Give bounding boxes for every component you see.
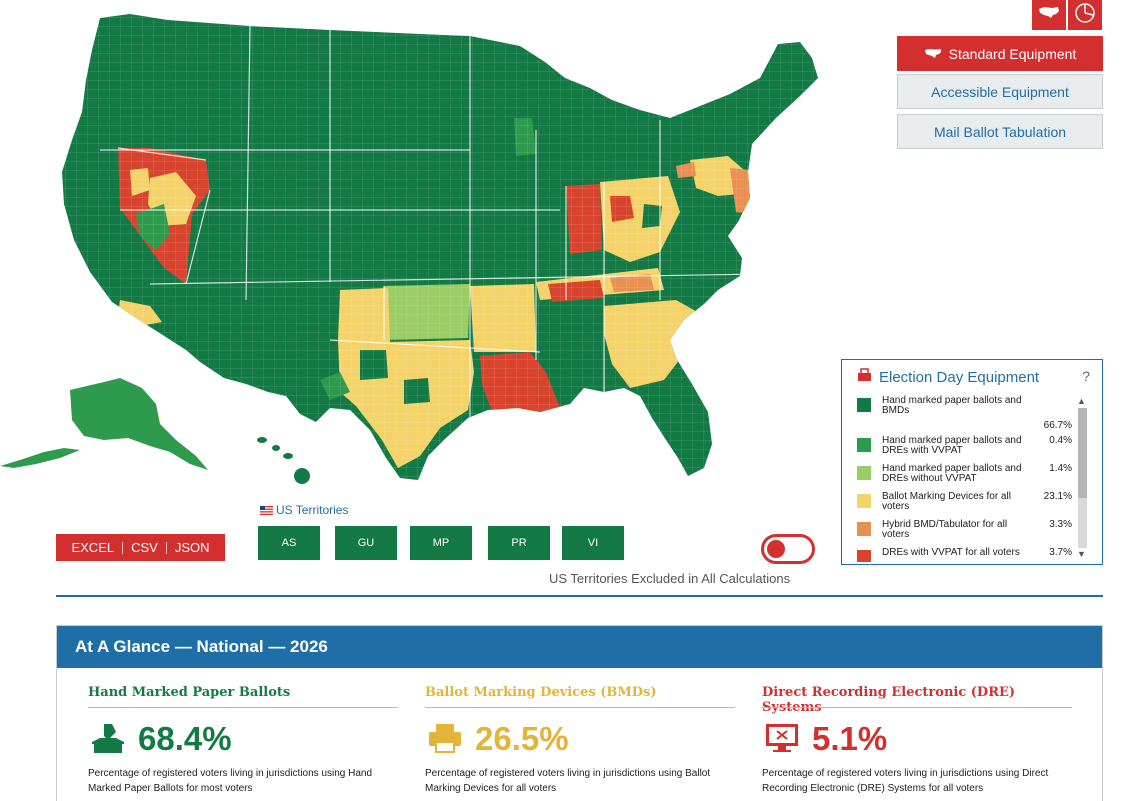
glance-description: Percentage of registered voters living i…: [762, 768, 1049, 794]
divider: [88, 707, 398, 708]
divider: [122, 541, 124, 554]
territory-button-gu[interactable]: GU: [335, 526, 397, 560]
mail-ballot-tabulation-button[interactable]: Mail Ballot Tabulation: [897, 114, 1103, 149]
legend-item: Ballot Marking Devices for all voters 23…: [857, 492, 1074, 516]
legend-label: Ballot Marking Devices for all voters: [882, 491, 1011, 512]
territories-excluded-note: US Territories Excluded in All Calculati…: [549, 571, 791, 586]
map-view-button[interactable]: [1032, 0, 1066, 30]
legend-swatch: [857, 466, 871, 480]
hawaii[interactable]: [257, 437, 310, 484]
glance-heading: Direct Recording Electronic (DRE) System…: [762, 685, 1016, 715]
alaska[interactable]: [70, 378, 208, 470]
territories-label: US Territories: [276, 503, 349, 517]
legend-swatch: [857, 550, 871, 562]
state-borders: [100, 25, 761, 420]
legend-swatch: [857, 522, 871, 536]
legend-swatch: [857, 398, 871, 412]
glance-description: Percentage of registered voters living i…: [88, 768, 373, 794]
toggle-knob: [767, 540, 785, 558]
divider: [762, 707, 1072, 708]
legend-percent: 0.4%: [1049, 435, 1072, 446]
legend-item: Hand marked paper ballots and DREs with …: [857, 436, 1074, 460]
legend-percent: 3.3%: [1049, 519, 1072, 530]
us-map-icon: [1038, 6, 1060, 25]
scroll-down-icon[interactable]: ▼: [1077, 549, 1086, 559]
us-county-map[interactable]: [0, 0, 840, 500]
accessible-equipment-label: Accessible Equipment: [931, 83, 1069, 100]
us-map-icon: [924, 48, 942, 59]
view-toggle-group: [1032, 0, 1102, 30]
printer-icon: [427, 722, 463, 756]
section-divider: [56, 595, 1103, 597]
ballot-box-icon: [857, 367, 872, 387]
legend-label: DREs with VVPAT for all voters: [882, 547, 1020, 558]
export-json-link[interactable]: JSON: [174, 540, 210, 555]
territories-toggle[interactable]: [761, 534, 815, 564]
mail-ballot-label: Mail Ballot Tabulation: [933, 123, 1067, 140]
alaska-aleutians: [0, 448, 80, 468]
legend-item: Hand marked paper ballots and DREs witho…: [857, 464, 1074, 488]
territories-heading: US Territories: [260, 503, 348, 517]
legend-label: Hand marked paper ballots and DREs witho…: [882, 463, 1022, 484]
county-map-svg[interactable]: [0, 0, 840, 500]
export-bar: EXCEL CSV JSON: [56, 534, 225, 561]
legend-swatch: [857, 438, 871, 452]
territory-button-as[interactable]: AS: [258, 526, 320, 560]
standard-equipment-label: Standard Equipment: [948, 45, 1077, 62]
legend-percent: 23.1%: [1043, 491, 1072, 502]
legend-label: Hand marked paper ballots and BMDs: [882, 395, 1022, 416]
legend-list[interactable]: Hand marked paper ballots and BMDs 66.7%…: [857, 394, 1074, 562]
territory-button-vi[interactable]: VI: [562, 526, 624, 560]
territory-button-mp[interactable]: MP: [410, 526, 472, 560]
pie-chart-icon: [1074, 2, 1096, 29]
territory-button-pr[interactable]: PR: [488, 526, 550, 560]
legend-item: Hybrid BMD/Tabulator for all voters 3.3%: [857, 520, 1074, 544]
glance-heading: Hand Marked Paper Ballots: [88, 685, 291, 700]
legend-header: Election Day Equipment: [842, 360, 1102, 394]
legend-label: Hand marked paper ballots and DREs with …: [882, 435, 1022, 456]
accessible-equipment-button[interactable]: Accessible Equipment: [897, 74, 1103, 109]
legend-percent: 66.7%: [1043, 420, 1072, 431]
scroll-up-icon[interactable]: ▲: [1077, 396, 1086, 406]
legend-title: Election Day Equipment: [879, 368, 1040, 386]
legend-percent: 1.4%: [1049, 463, 1072, 474]
glance-heading: Ballot Marking Devices (BMDs): [425, 685, 657, 700]
us-flag-icon: [260, 505, 273, 515]
legend-label: Hybrid BMD/Tabulator for all voters: [882, 519, 1008, 540]
glance-description: Percentage of registered voters living i…: [425, 768, 711, 794]
ballot-box-icon: [90, 722, 126, 756]
export-csv-link[interactable]: CSV: [131, 540, 158, 555]
legend-item: Hand marked paper ballots and BMDs 66.7%: [857, 395, 1074, 431]
export-excel-link[interactable]: EXCEL: [71, 540, 115, 555]
glance-value: 5.1%: [812, 720, 888, 757]
legend-percent: 3.7%: [1049, 547, 1072, 558]
standard-equipment-button[interactable]: Standard Equipment: [897, 36, 1103, 71]
scroll-thumb[interactable]: [1078, 408, 1087, 498]
legend-scrollbar[interactable]: ▲ ▼: [1075, 394, 1090, 562]
legend-help-icon[interactable]: ?: [1082, 368, 1090, 384]
divider: [165, 541, 167, 554]
glance-value: 26.5%: [475, 720, 569, 757]
monitor-x-icon: [764, 722, 800, 756]
at-a-glance-panel: At A Glance — National — 2026 Hand Marke…: [56, 625, 1103, 801]
legend-item: DREs with VVPAT for all voters 3.7%: [857, 548, 1074, 562]
glance-title: At A Glance — National — 2026: [57, 626, 1102, 668]
legend-swatch: [857, 494, 871, 508]
legend-panel: Election Day Equipment ? Hand marked pap…: [841, 359, 1103, 565]
glance-value: 68.4%: [138, 720, 232, 757]
divider: [425, 707, 735, 708]
chart-view-button[interactable]: [1068, 0, 1102, 30]
